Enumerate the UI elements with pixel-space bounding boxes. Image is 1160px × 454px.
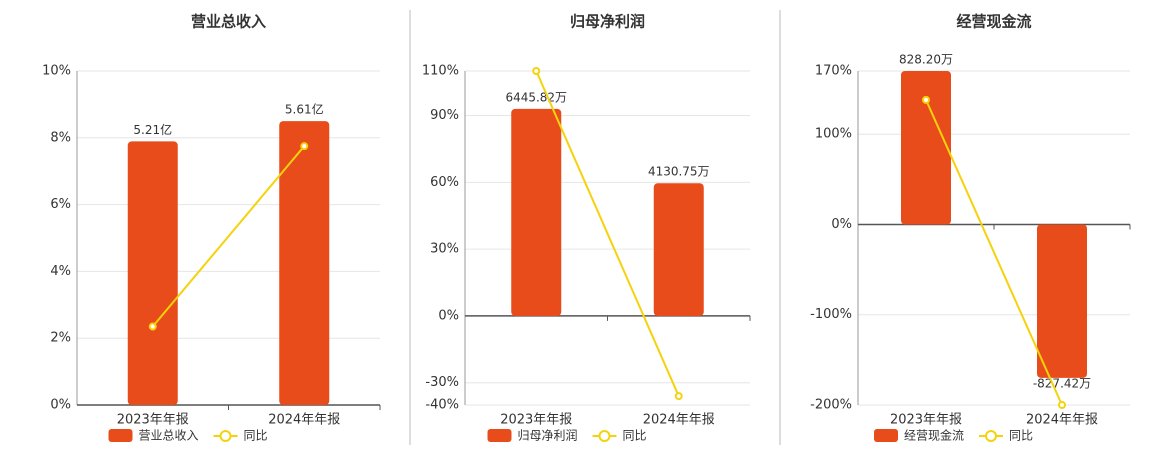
bar <box>511 108 562 316</box>
y-tick-label: -40% <box>425 398 459 413</box>
y-tick-label: -200% <box>810 398 852 413</box>
value-label: 5.61亿 <box>285 102 324 117</box>
y-tick-label: 110% <box>422 64 459 79</box>
line-point <box>148 322 157 331</box>
y-tick-label: 0% <box>50 398 71 413</box>
line-series <box>925 99 1063 406</box>
value-label: -827.42万 <box>1033 376 1091 390</box>
bar <box>1037 224 1087 378</box>
x-tick-label: 2024年年报 <box>268 413 340 428</box>
value-label: 4130.75万 <box>648 165 710 179</box>
bar <box>279 121 330 405</box>
y-tick-label: 10% <box>42 64 71 79</box>
y-tick-label: 0% <box>438 308 459 323</box>
y-tick-label: 60% <box>430 175 459 190</box>
y-tick-label: 6% <box>50 197 71 212</box>
y-tick-label: 2% <box>50 331 71 346</box>
line-series <box>151 145 306 328</box>
legend-label: 同比 <box>244 429 268 443</box>
value-label: 828.20万 <box>899 53 953 67</box>
bar <box>127 141 178 406</box>
y-tick-label: 90% <box>430 108 459 123</box>
legend-swatch <box>874 429 898 442</box>
x-tick-label: 2024年年报 <box>1026 413 1098 428</box>
y-tick-label: -30% <box>425 375 459 390</box>
line-point <box>674 392 683 401</box>
legend-label: 归母净利润 <box>518 429 578 443</box>
value-label: 5.21亿 <box>133 122 172 137</box>
y-tick-label: 8% <box>50 130 71 145</box>
legend-marker <box>985 430 997 442</box>
value-label: 6445.82万 <box>505 90 567 104</box>
legend-label: 同比 <box>1009 429 1033 443</box>
legend-label: 经营现金流 <box>904 428 964 443</box>
line-series <box>535 70 680 397</box>
x-tick-label: 2023年年报 <box>890 413 962 428</box>
y-tick-label: 30% <box>430 242 459 257</box>
x-tick-label: 2023年年报 <box>500 413 572 428</box>
legend-marker <box>598 430 611 442</box>
line-point <box>300 142 309 151</box>
legend-label: 同比 <box>623 429 647 443</box>
line-point <box>532 67 541 75</box>
y-tick-label: -100% <box>810 307 852 322</box>
y-tick-label: 4% <box>50 264 71 279</box>
chart-title: 经营现金流 <box>956 13 1031 31</box>
y-tick-label: 100% <box>815 127 852 142</box>
chart-title: 归母净利润 <box>570 13 645 31</box>
legend-marker <box>219 430 232 442</box>
x-tick-label: 2023年年报 <box>117 413 189 428</box>
legend-label: 营业总收入 <box>139 429 199 443</box>
y-tick-label: 0% <box>831 217 852 232</box>
chart-title: 营业总收入 <box>191 13 266 31</box>
line-point <box>1058 401 1066 409</box>
bar <box>653 183 704 316</box>
bar <box>901 71 951 225</box>
legend-swatch <box>108 429 133 442</box>
y-tick-label: 170% <box>815 64 852 79</box>
legend-swatch <box>487 429 512 442</box>
x-tick-label: 2024年年报 <box>643 413 715 428</box>
line-point <box>922 95 930 104</box>
